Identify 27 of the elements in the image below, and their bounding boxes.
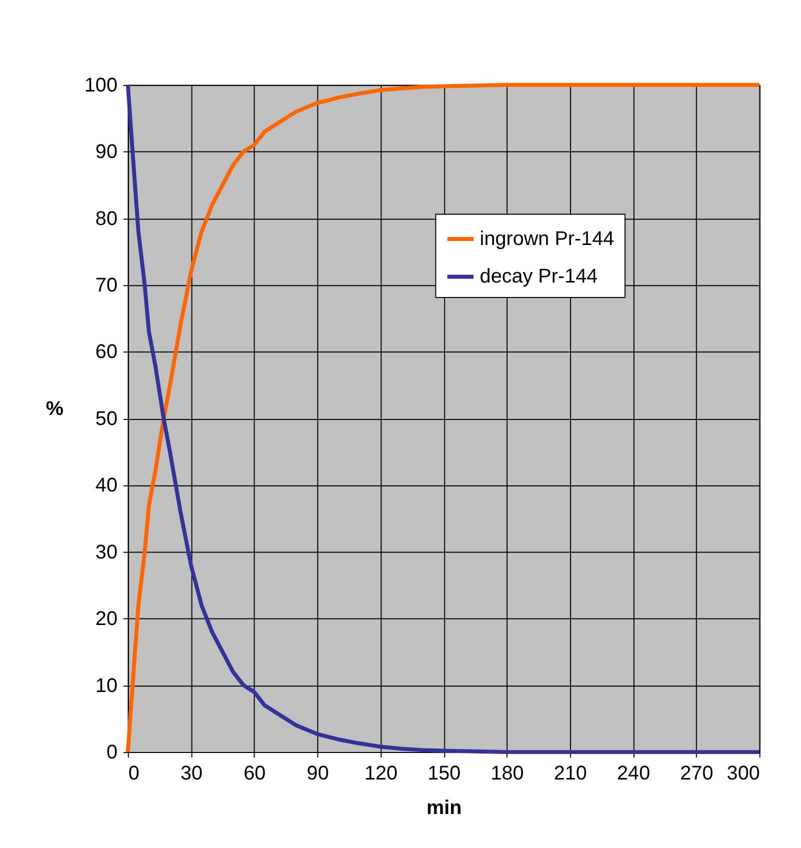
y-tick-label: 10 <box>95 674 118 697</box>
x-tick-label: 120 <box>364 762 398 784</box>
y-tick-label: 50 <box>95 408 118 430</box>
y-tick-label: 100 <box>84 74 118 96</box>
y-axis-title: % <box>46 398 64 420</box>
y-tick-label: 0 <box>106 742 118 764</box>
y-tick-label: 80 <box>95 208 118 230</box>
y-tick-label: 90 <box>95 141 118 164</box>
x-tick-label: 30 <box>180 762 203 784</box>
x-tick-label: 150 <box>428 762 461 784</box>
x-tick-label: 300 <box>726 762 760 784</box>
x-tick-label: 0 <box>128 762 140 784</box>
line-series <box>126 82 762 754</box>
x-tick-label: 270 <box>680 762 714 784</box>
y-tick-label: 20 <box>95 608 118 630</box>
x-tick-label: 240 <box>617 762 650 784</box>
y-tick-label: 40 <box>95 474 118 497</box>
x-tick-label: 90 <box>306 762 329 784</box>
y-tick-label: 60 <box>95 341 118 364</box>
x-tick-label: 60 <box>244 762 266 784</box>
legend-label: ingrown Pr-144 <box>480 228 614 250</box>
y-tick-label: 70 <box>95 274 118 296</box>
y-tick-label: 30 <box>95 541 118 564</box>
x-axis-title: min <box>426 797 462 820</box>
x-tick-label: 180 <box>490 762 524 784</box>
x-tick-label: 210 <box>554 762 587 784</box>
legend-label: decay Pr-144 <box>480 266 598 288</box>
